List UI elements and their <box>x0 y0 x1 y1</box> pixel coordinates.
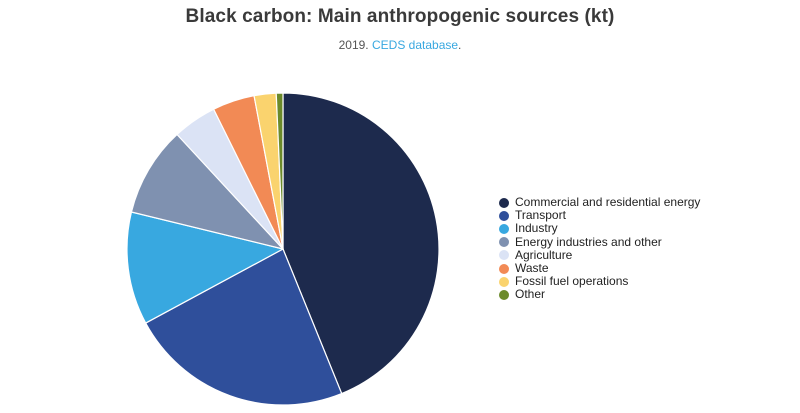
legend-swatch <box>499 197 509 208</box>
pie-slice-energy-industries-and-other[interactable] <box>130 133 284 250</box>
chart-title: Black carbon: Main anthropogenic sources… <box>185 6 615 27</box>
legend-swatch <box>499 263 509 274</box>
pie-slice-transport[interactable] <box>145 248 343 406</box>
ceds-database-link[interactable]: CEDS database <box>371 38 459 52</box>
legend-item-commercial-and-residential-energy[interactable]: Commercial and residential energy <box>499 195 701 209</box>
legend-item-agriculture[interactable]: Agriculture <box>499 247 700 262</box>
legend-swatch <box>499 276 509 287</box>
legend-swatch <box>499 224 509 234</box>
legend-label: Energy industries and other <box>515 234 662 249</box>
subtitle-period: . <box>458 38 462 52</box>
legend-label: Transport <box>515 208 566 223</box>
legend-item-transport[interactable]: Transport <box>499 209 700 222</box>
chart-legend: Commercial and residential energy Transpo… <box>499 195 701 302</box>
chart-subtitle: 2019. CEDS database. <box>0 38 800 52</box>
legend-label: Fossil fuel operations <box>515 274 629 289</box>
legend-swatch <box>499 237 509 248</box>
legend-label: Commercial and residential energy <box>515 195 701 209</box>
legend-label: Agriculture <box>515 247 573 262</box>
legend-label: Waste <box>515 261 549 276</box>
pie-slice-other[interactable] <box>275 92 284 250</box>
legend-label: Industry <box>515 221 558 236</box>
legend-item-fossil-fuel-operations[interactable]: Fossil fuel operations <box>499 275 700 288</box>
legend-swatch <box>499 290 509 301</box>
legend-swatch <box>499 250 509 261</box>
legend-label: Other <box>515 287 546 302</box>
subtitle-year: 2019. <box>338 38 372 52</box>
legend-item-energy-industries-and-other[interactable]: Energy industries and other <box>499 234 700 249</box>
legend-item-other[interactable]: Other <box>499 288 700 301</box>
pie-slice-commercial-and-residential-energy[interactable] <box>282 92 440 395</box>
legend-item-waste[interactable]: Waste <box>499 261 700 276</box>
legend-swatch <box>499 210 509 221</box>
legend-item-industry[interactable]: Industry <box>499 222 700 235</box>
